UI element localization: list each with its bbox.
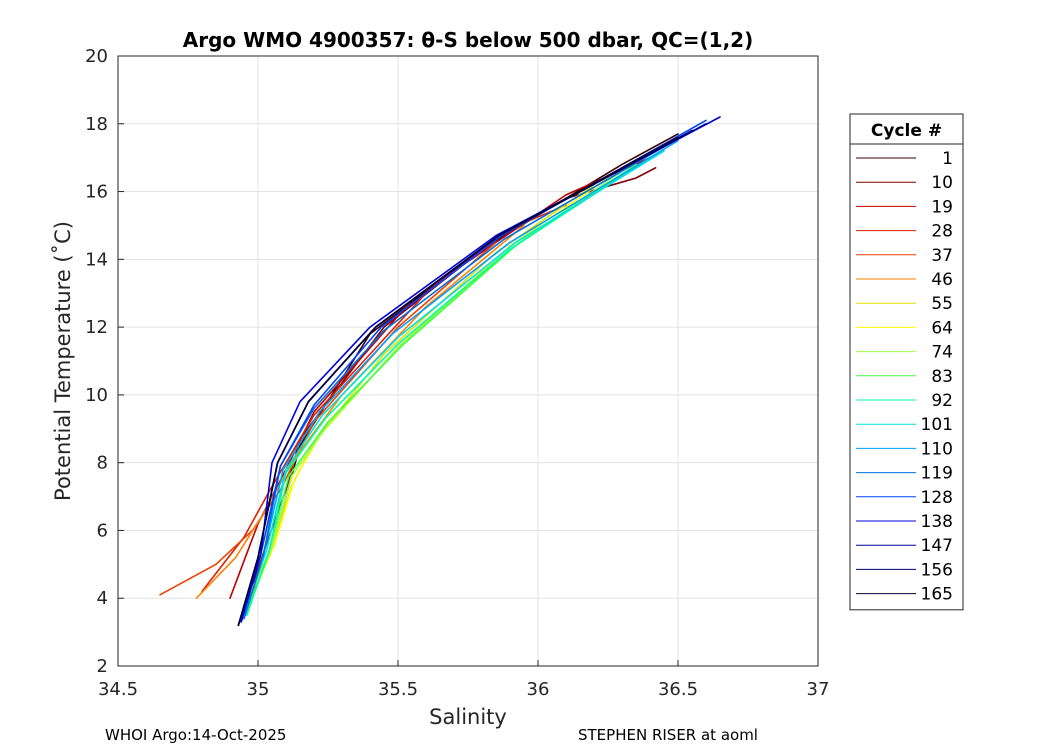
legend-label: 92 <box>931 391 953 411</box>
legend-label: 74 <box>931 343 953 363</box>
series-line-cycle-138 <box>240 116 721 623</box>
x-tick-label: 36 <box>527 679 550 700</box>
y-tick-label: 12 <box>85 317 108 338</box>
x-tick-label: 35.5 <box>378 679 418 700</box>
legend-title: Cycle # <box>871 121 942 141</box>
y-tick-label: 10 <box>85 385 108 406</box>
legend-label: 1 <box>942 149 953 169</box>
y-axis-label: Potential Temperature (˚C) <box>51 221 75 501</box>
legend-label: 110 <box>921 439 953 459</box>
legend-label: 46 <box>931 270 953 290</box>
legend-label: 28 <box>931 222 953 242</box>
grid <box>118 56 818 666</box>
legend-label: 147 <box>921 536 953 556</box>
legend-label: 83 <box>931 367 953 387</box>
legend-label: 19 <box>931 197 953 217</box>
legend: Cycle #110192837465564748392101110119128… <box>849 113 964 611</box>
footer-left: WHOI Argo:14-Oct-2025 <box>105 726 287 744</box>
y-ticks: 2 4 6 8 10 12 14 16 18 20 <box>85 46 124 677</box>
series-line-cycle-92 <box>246 156 651 617</box>
y-tick-label: 20 <box>85 46 108 67</box>
y-tick-label: 2 <box>97 656 108 677</box>
legend-label: 119 <box>921 464 953 484</box>
legend-label: 101 <box>921 415 953 435</box>
legend-label: 10 <box>931 173 953 193</box>
series-layer <box>159 116 721 627</box>
x-tick-label: 34.5 <box>98 679 138 700</box>
legend-label: 64 <box>931 318 953 338</box>
series-line-cycle-101 <box>243 150 665 617</box>
chart-title: Argo WMO 4900357: θ-S below 500 dbar, QC… <box>183 28 753 52</box>
series-line-cycle-119 <box>243 129 693 620</box>
legend-label: 138 <box>921 512 953 532</box>
y-tick-label: 4 <box>97 588 108 609</box>
legend-label: 165 <box>921 585 953 605</box>
x-tick-label: 36.5 <box>658 679 698 700</box>
plot-frame <box>117 55 819 667</box>
y-tick-label: 18 <box>85 114 108 135</box>
y-tick-label: 6 <box>97 520 108 541</box>
legend-label: 55 <box>931 294 953 314</box>
x-ticks: 34.5 35 35.5 36 36.5 37 <box>98 660 829 700</box>
legend-box <box>849 113 964 611</box>
series-line-cycle-165 <box>237 136 679 627</box>
x-tick-label: 35 <box>247 679 270 700</box>
legend-label: 128 <box>921 488 953 508</box>
footer-right: STEPHEN RISER at aoml <box>578 726 758 744</box>
y-tick-label: 16 <box>85 182 108 203</box>
x-tick-label: 37 <box>807 679 830 700</box>
y-tick-label: 14 <box>85 249 108 270</box>
legend-label: 156 <box>921 560 953 580</box>
x-axis-label: Salinity <box>429 705 507 729</box>
legend-label: 37 <box>931 246 953 266</box>
y-tick-label: 8 <box>97 453 108 474</box>
plot-area <box>118 56 818 666</box>
